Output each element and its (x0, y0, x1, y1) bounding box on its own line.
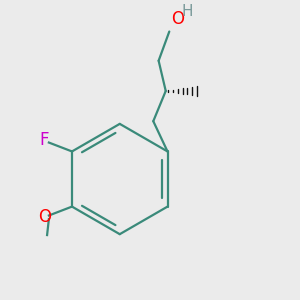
Text: F: F (40, 131, 49, 149)
Text: H: H (182, 4, 193, 19)
Text: O: O (38, 208, 51, 226)
Text: O: O (171, 10, 184, 28)
